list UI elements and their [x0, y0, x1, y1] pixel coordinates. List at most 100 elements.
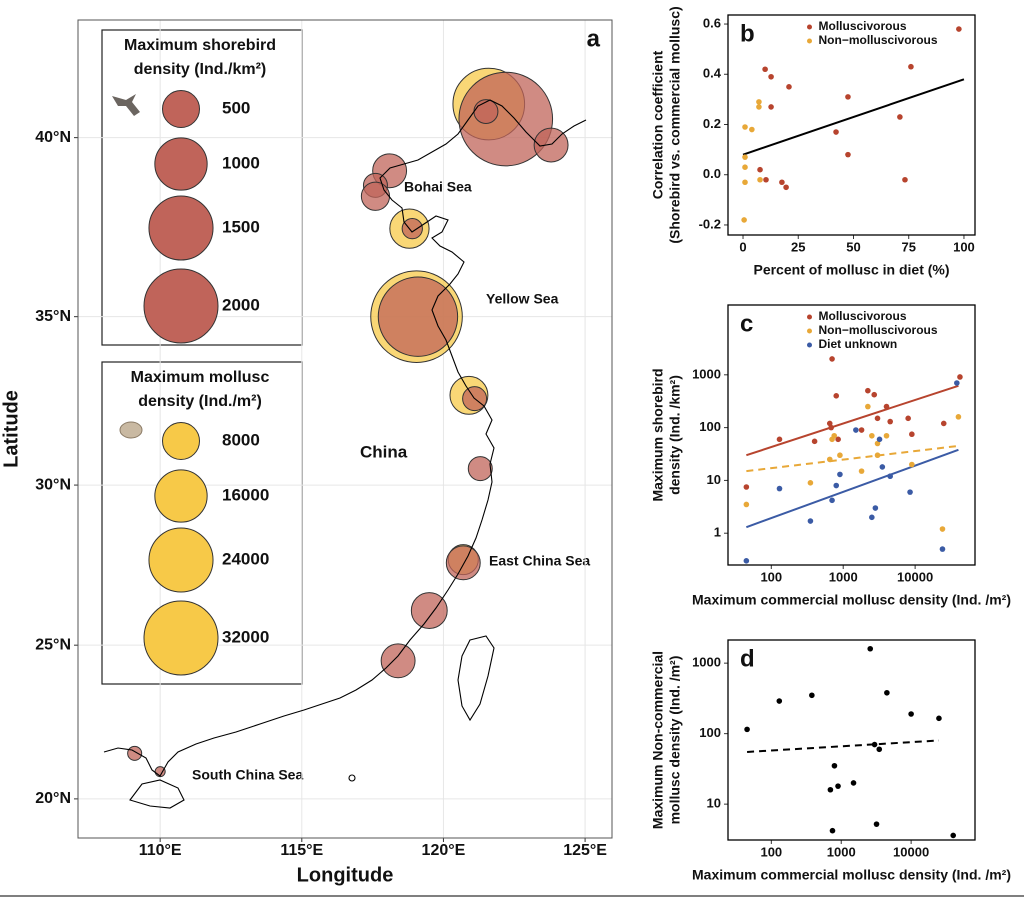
point	[835, 783, 841, 789]
x-axis-label: Maximum commercial mollusc density (Ind.…	[692, 592, 1011, 608]
legend-label: 1000	[222, 153, 260, 172]
legend-label: 32000	[222, 627, 269, 646]
annotation: Yellow Sea	[486, 291, 559, 307]
point	[871, 741, 878, 748]
y-tick-label: 35°N	[35, 308, 71, 325]
point	[829, 497, 835, 504]
point	[884, 689, 890, 696]
legend-title: density (Ind./m²)	[138, 393, 262, 410]
x-tick-label: 100	[760, 569, 782, 584]
y-axis-label: mollusc density (Ind. /m²)	[667, 656, 683, 825]
annotation: China	[360, 442, 408, 461]
point	[869, 432, 875, 439]
point	[905, 415, 911, 422]
x-tick-label: 100	[760, 844, 782, 859]
point	[833, 393, 840, 399]
point	[936, 715, 942, 722]
annotation: East China Sea	[489, 553, 590, 569]
x-axis-label: Percent of mollusc in diet (%)	[753, 262, 949, 278]
point	[902, 176, 908, 183]
legend-bubble	[162, 422, 200, 460]
point	[939, 526, 946, 532]
island	[348, 774, 356, 782]
point	[957, 374, 963, 380]
legend-label: 2000	[222, 295, 260, 314]
y-tick-label: 0.4	[703, 66, 722, 81]
site-bubble	[473, 99, 499, 125]
annotation: South China Sea	[192, 767, 303, 783]
legend-label: 1500	[222, 217, 260, 236]
y-axis-label: density (Ind. /km²)	[667, 375, 683, 495]
point	[939, 546, 946, 552]
point	[837, 471, 843, 478]
point	[879, 464, 886, 470]
legend-label: Molluscivorous	[819, 309, 907, 323]
point	[807, 480, 814, 486]
point	[811, 438, 818, 445]
point	[955, 414, 962, 420]
x-tick-label: 120°E	[422, 842, 466, 859]
point	[831, 762, 838, 769]
point	[786, 84, 792, 90]
plot-frame	[727, 14, 976, 236]
point	[845, 151, 851, 158]
point	[865, 403, 871, 410]
x-tick-label: 0	[739, 239, 746, 254]
y-tick-label: 100	[699, 419, 721, 434]
point	[776, 436, 783, 443]
x-tick-label: 110°E	[139, 842, 182, 859]
legend-bubble	[154, 137, 208, 191]
plot-frame	[727, 304, 976, 566]
legend-bubble	[162, 90, 200, 128]
legend-label: 24000	[222, 549, 269, 568]
point	[833, 482, 840, 489]
bird-shape	[112, 94, 140, 116]
legend-label: Non−molluscivorous	[819, 33, 938, 47]
point	[907, 489, 913, 495]
site-bubble	[410, 592, 448, 630]
legend-bubble	[154, 469, 208, 523]
fit-line	[746, 448, 959, 529]
site-bubble	[401, 218, 423, 240]
point	[763, 176, 769, 183]
panel-letter: d	[740, 645, 755, 672]
point	[956, 26, 962, 32]
legend-label: Diet unknown	[819, 337, 898, 351]
point	[950, 832, 957, 839]
y-tick-label: 0.2	[703, 116, 721, 131]
y-tick-label: 40°N	[35, 129, 71, 146]
x-tick-label: 10000	[897, 569, 933, 584]
site-bubble	[458, 71, 554, 167]
x-tick-label: 1000	[827, 844, 856, 859]
hainan	[129, 779, 185, 809]
y-tick-label: 1000	[692, 366, 721, 381]
point	[865, 387, 871, 394]
point	[757, 166, 763, 173]
legend-label: 500	[222, 98, 250, 117]
point	[874, 452, 881, 459]
point	[768, 73, 774, 80]
point	[874, 415, 881, 422]
y-tick-label: 30°N	[35, 476, 71, 493]
point	[826, 456, 833, 463]
bird-icon	[112, 94, 140, 116]
taiwan	[457, 635, 495, 722]
legend-dot	[807, 314, 813, 320]
x-tick-label: 50	[846, 239, 860, 254]
point	[757, 176, 763, 183]
x-tick-label: 100	[953, 239, 975, 254]
annotation: Bohai Sea	[404, 179, 472, 195]
x-tick-label: 125°E	[563, 842, 607, 859]
legend-dot	[807, 342, 813, 348]
legend-title: Maximum shorebird	[124, 37, 276, 54]
legend-bubble	[143, 268, 219, 344]
point	[887, 473, 893, 480]
clam-shape	[119, 421, 143, 439]
panel-letter: a	[587, 25, 601, 52]
point	[909, 431, 915, 438]
site-bubble	[445, 545, 481, 581]
legend-bubble	[143, 600, 219, 676]
point	[743, 484, 750, 490]
point	[829, 356, 835, 362]
point	[835, 436, 841, 443]
